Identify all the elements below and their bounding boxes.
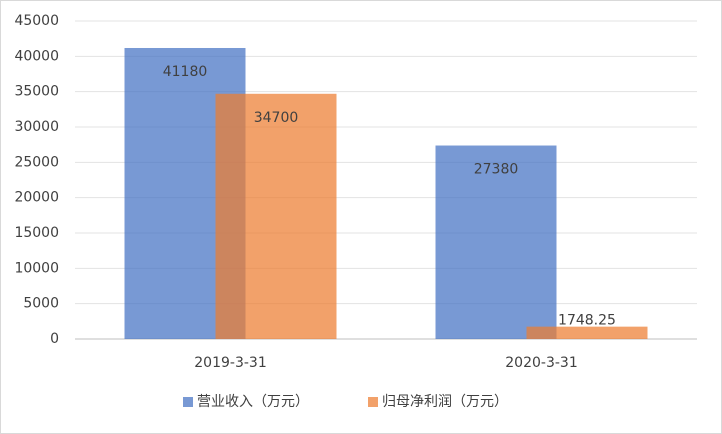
bar — [526, 326, 648, 339]
y-tick-label: 10000 — [14, 260, 59, 276]
legend-label: 归母净利润（万元） — [382, 393, 508, 410]
bar — [215, 93, 337, 339]
data-label: 1748.25 — [558, 313, 616, 329]
data-label: 41180 — [163, 64, 208, 80]
bar — [435, 145, 557, 339]
x-tick-label: 2019-3-31 — [194, 355, 266, 371]
y-tick-label: 40000 — [14, 48, 59, 64]
y-tick-label: 20000 — [14, 190, 59, 206]
y-tick-label: 35000 — [14, 84, 59, 100]
y-tick-label: 5000 — [23, 296, 59, 312]
y-tick-label: 25000 — [14, 154, 59, 170]
y-tick-label: 0 — [50, 331, 59, 347]
y-tick-label: 45000 — [14, 13, 59, 29]
y-tick-label: 15000 — [14, 225, 59, 241]
data-label: 34700 — [254, 110, 299, 126]
y-tick-label: 30000 — [14, 119, 59, 135]
legend-swatch — [183, 397, 193, 407]
legend-swatch — [368, 397, 378, 407]
data-label: 27380 — [474, 162, 519, 178]
x-tick-label: 2020-3-31 — [505, 355, 577, 371]
legend-label: 营业收入（万元） — [197, 394, 309, 410]
